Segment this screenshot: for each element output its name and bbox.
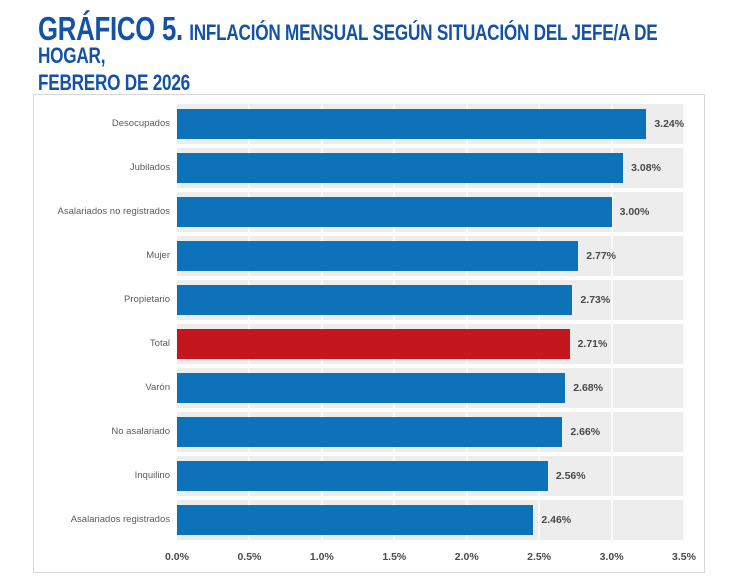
bar-jubilados xyxy=(177,153,624,183)
value-label: 2.71% xyxy=(577,338,608,350)
category-label: Varón xyxy=(145,381,170,393)
bar-inquilino xyxy=(177,461,548,491)
x-tick-label: 2.5% xyxy=(527,551,552,563)
gridline xyxy=(610,104,613,544)
gridline xyxy=(393,104,396,544)
x-tick-label: 0.0% xyxy=(165,551,189,563)
chart-title-number: GRÁFICO 5. xyxy=(38,10,183,47)
category-label: Propietario xyxy=(124,293,170,305)
value-label: 3.00% xyxy=(619,206,650,218)
x-tick-label: 1.0% xyxy=(309,551,334,563)
gridline xyxy=(538,104,541,544)
category-label: Asalariados registrados xyxy=(70,513,170,525)
value-label: 2.77% xyxy=(586,250,617,262)
value-label: 2.73% xyxy=(580,294,611,306)
value-label: 2.56% xyxy=(555,470,586,482)
bar-asalariados-no-registrados xyxy=(177,197,612,227)
gridline xyxy=(465,104,468,544)
x-tick-label: 2.0% xyxy=(454,551,479,563)
category-label: Desocupados xyxy=(111,117,170,129)
chart-area: 3.24% 3.08% 3.00% 2.77% 2.73% 2.71% 2.68% 2.66%… xyxy=(33,94,705,573)
category-label: Asalariados no registrados xyxy=(57,205,170,217)
bar-desocupados xyxy=(177,109,647,139)
value-label: 2.66% xyxy=(570,426,601,438)
value-label: 2.68% xyxy=(573,382,603,394)
plot-area: 3.24% 3.08% 3.00% 2.77% 2.73% 2.71% 2.68% 2.66%… xyxy=(177,104,685,544)
chart-title-line2: FEBRERO DE 2026 xyxy=(38,70,190,95)
category-label: Mujer xyxy=(146,249,170,261)
x-tick-label: 3.0% xyxy=(599,551,624,563)
gridline xyxy=(320,104,323,544)
bar-varón xyxy=(177,373,566,403)
chart-title: GRÁFICO 5. INFLACIÓN MENSUAL SEGÚN SITUAC… xyxy=(38,12,709,94)
value-label: 2.46% xyxy=(541,514,572,526)
category-label: No asalariado xyxy=(111,425,170,437)
bar-total xyxy=(177,329,570,359)
chart-title-text: INFLACIÓN MENSUAL SEGÚN SITUACIÓN DEL JE… xyxy=(38,20,658,68)
bar-mujer xyxy=(177,241,579,271)
value-label: 3.08% xyxy=(631,162,661,174)
x-tick-label: 3.5% xyxy=(672,551,696,563)
gridline xyxy=(683,104,685,544)
x-tick-label: 0.5% xyxy=(237,551,262,563)
bar-no-asalariado xyxy=(177,417,563,447)
bar-propietario xyxy=(177,285,573,315)
bar-asalariados-registrados xyxy=(177,505,534,535)
category-label: Jubilados xyxy=(129,161,170,173)
category-label: Inquilino xyxy=(134,469,170,481)
x-tick-label: 1.5% xyxy=(382,551,407,563)
gridline xyxy=(248,104,251,544)
category-label: Total xyxy=(149,337,170,349)
value-label: 3.24% xyxy=(654,118,685,130)
